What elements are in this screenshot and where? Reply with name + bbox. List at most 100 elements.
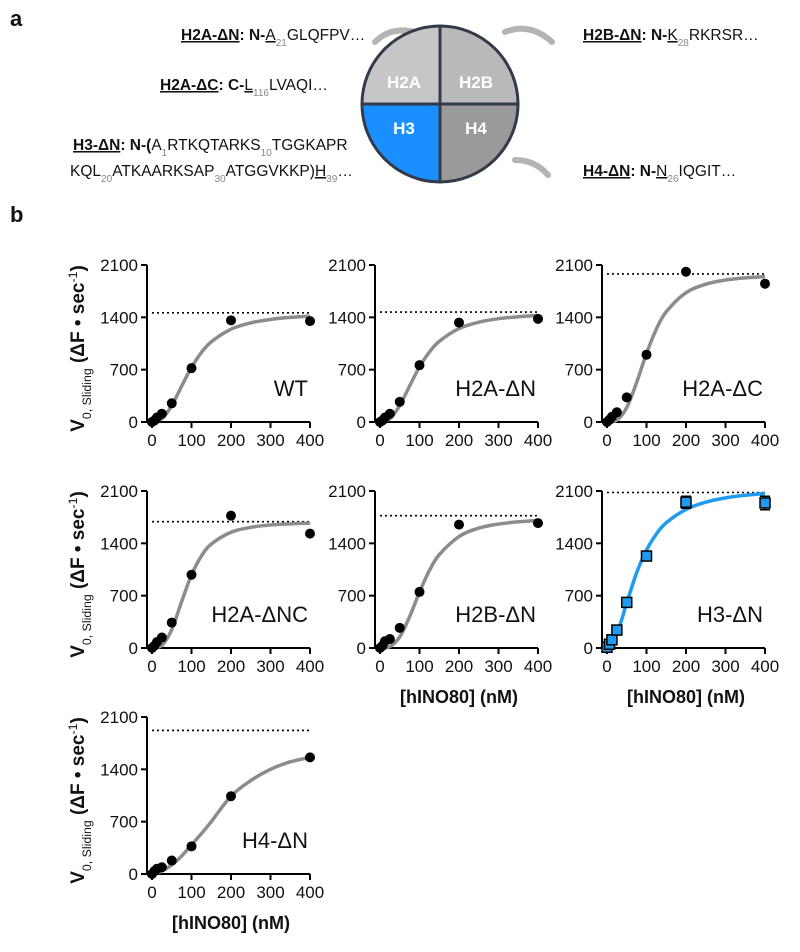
x-tick-label: 100 xyxy=(632,431,660,450)
x-tick-label: 400 xyxy=(751,657,779,676)
point xyxy=(156,862,167,873)
point xyxy=(305,316,315,327)
histone-label: H3 xyxy=(393,119,415,138)
text-segment: H2B-ΔN xyxy=(583,27,642,44)
point xyxy=(759,497,771,509)
point xyxy=(621,596,633,609)
y-tick-label: 1400 xyxy=(555,534,593,553)
text-segment: 20 xyxy=(101,174,113,185)
text-segment: -1 xyxy=(66,723,80,734)
point xyxy=(611,624,623,636)
y-tick-label: 2100 xyxy=(555,256,593,275)
x-tick-label: 0 xyxy=(602,657,611,676)
x-tick-label: 0 xyxy=(147,883,156,902)
point xyxy=(166,617,177,628)
x-tick-label: 200 xyxy=(217,883,245,902)
point xyxy=(606,634,618,646)
text-segment: … xyxy=(337,163,353,180)
text-segment: H2A-ΔC xyxy=(160,77,219,94)
x-tick-label: 300 xyxy=(484,431,512,450)
text-segment: A xyxy=(151,137,162,154)
x-tick-label: 200 xyxy=(217,431,245,450)
y-tick-label: 1400 xyxy=(555,308,593,327)
point xyxy=(414,360,425,371)
y-tick-label: 700 xyxy=(110,813,138,832)
point xyxy=(760,278,770,289)
histone-quadrant xyxy=(438,102,520,184)
fit-curve xyxy=(151,755,311,876)
y-tick-label: 0 xyxy=(129,639,138,658)
text-segment: 10 xyxy=(261,148,273,159)
fit-curve xyxy=(151,521,311,650)
point xyxy=(226,315,236,326)
x-axis-label: [hINO80] (nM) xyxy=(400,687,518,707)
x-tick-label: 400 xyxy=(296,657,324,676)
text-segment: K xyxy=(667,27,678,44)
text-segment: LVAQI… xyxy=(269,77,328,94)
text-segment: TGGKAPR xyxy=(272,137,348,154)
annotation: H4-ΔN xyxy=(242,828,308,853)
x-tick-label: 400 xyxy=(296,883,324,902)
point xyxy=(454,519,464,530)
text-segment: 1 xyxy=(162,148,168,159)
x-tick-label: 200 xyxy=(217,657,245,676)
tail-label: H2B-ΔN: N-K28RKRSR… xyxy=(583,27,759,49)
fit-curve xyxy=(379,313,539,424)
y-tick-label: 1400 xyxy=(100,308,138,327)
text-segment: 0, Sliding xyxy=(80,820,94,871)
x-tick-label: 200 xyxy=(672,431,700,450)
y-tick-label: 700 xyxy=(110,587,138,606)
x-tick-label: 200 xyxy=(445,431,473,450)
x-axis-label: [hINO80] (nM) xyxy=(172,913,290,933)
y-tick-label: 1400 xyxy=(328,534,366,553)
text-segment: 28 xyxy=(678,38,690,49)
point xyxy=(166,855,177,866)
histone-quadrant xyxy=(360,24,442,106)
point xyxy=(384,634,395,645)
text-segment: 26 xyxy=(667,174,679,185)
point xyxy=(226,791,236,802)
x-tick-label: 100 xyxy=(177,883,205,902)
text-segment: V xyxy=(68,419,89,432)
x-tick-label: 100 xyxy=(405,657,433,676)
text-segment: (ΔF • sec xyxy=(68,734,89,820)
point xyxy=(641,349,652,360)
point xyxy=(454,317,464,328)
y-tick-label: 1400 xyxy=(100,760,138,779)
y-tick-label: 700 xyxy=(110,361,138,380)
x-tick-label: 0 xyxy=(602,431,611,450)
point xyxy=(226,510,236,521)
histone-label: H2A xyxy=(387,73,421,92)
point xyxy=(166,398,177,409)
y-tick-label: 2100 xyxy=(100,256,138,275)
tail-label: KQL20ATKAARKSAP30ATGGVKKP)H39… xyxy=(70,163,353,185)
text-segment: 39 xyxy=(326,174,338,185)
x-tick-label: 300 xyxy=(711,431,739,450)
text-segment: V xyxy=(68,871,89,884)
text-segment: H4-ΔN xyxy=(583,163,630,180)
text-segment: 21 xyxy=(276,38,288,49)
text-segment: H2A-ΔN xyxy=(181,27,240,44)
tail xyxy=(502,25,555,45)
text-segment: ) xyxy=(68,491,89,497)
text-segment: : N- xyxy=(642,27,668,44)
y-axis-label: V0, Sliding (ΔF • sec-1) xyxy=(66,491,94,658)
text-segment: -1 xyxy=(66,271,80,282)
text-segment: H3-ΔN xyxy=(73,137,120,154)
x-tick-label: 400 xyxy=(296,431,324,450)
x-tick-label: 100 xyxy=(177,657,205,676)
y-tick-label: 700 xyxy=(565,587,593,606)
text-segment: 116 xyxy=(253,88,269,99)
tail-label: H4-ΔN: N-N26IQGIT… xyxy=(583,163,736,185)
annotation: WT xyxy=(274,376,308,401)
y-tick-label: 0 xyxy=(584,639,593,658)
point xyxy=(305,752,315,763)
x-tick-label: 300 xyxy=(711,657,739,676)
annotation: H3-ΔN xyxy=(697,602,763,627)
text-segment: : N-( xyxy=(120,137,152,154)
annotation: H2A-ΔC xyxy=(682,376,763,401)
y-tick-label: 2100 xyxy=(328,256,366,275)
text-segment: : N- xyxy=(240,27,266,44)
point xyxy=(640,550,653,562)
y-axis-label: V0, Sliding (ΔF • sec-1) xyxy=(66,717,94,884)
